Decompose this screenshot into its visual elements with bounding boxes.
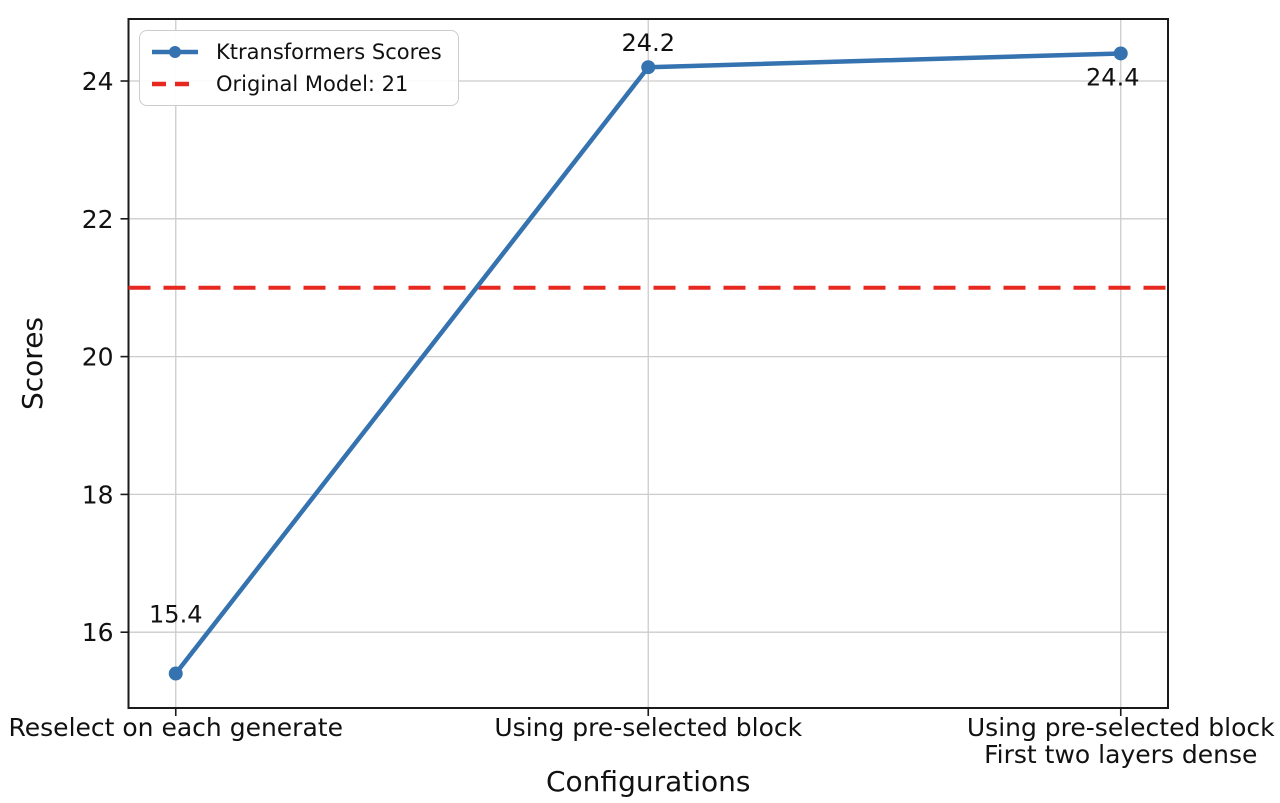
y-tick-label: 16 (82, 618, 114, 647)
legend-entry-ktransformers-scores: Ktransformers Scores (150, 40, 442, 64)
legend-label-ktransformers-scores: Ktransformers Scores (216, 40, 442, 64)
data-point-marker (641, 60, 656, 75)
legend-entry-original-model: Original Model: 21 (150, 72, 442, 96)
legend-label-original-model: Original Model: 21 (216, 72, 409, 97)
y-tick-label: 22 (82, 205, 114, 234)
data-point-marker (1113, 46, 1128, 61)
legend: Ktransformers Scores Original Model: 21 (139, 30, 459, 107)
x-tick-label: Using pre-selected block (967, 713, 1275, 742)
legend-blue-line-marker-icon (152, 46, 198, 59)
y-tick-label: 18 (82, 480, 114, 509)
point-value-label: 24.2 (622, 29, 675, 57)
point-value-label: 24.4 (1086, 63, 1139, 91)
y-tick-label: 24 (82, 67, 114, 96)
x-tick-label: Using pre-selected block (494, 713, 802, 742)
x-tick-label: Reselect on each generate (9, 713, 343, 742)
y-axis-label: Scores (16, 317, 49, 410)
point-value-label: 15.4 (149, 601, 202, 629)
data-point-marker (168, 666, 183, 681)
x-tick-label: First two layers dense (984, 740, 1257, 769)
y-tick-label: 20 (82, 343, 114, 372)
x-axis-label: Configurations (546, 765, 750, 798)
legend-red-dashed-line-icon (152, 81, 198, 87)
